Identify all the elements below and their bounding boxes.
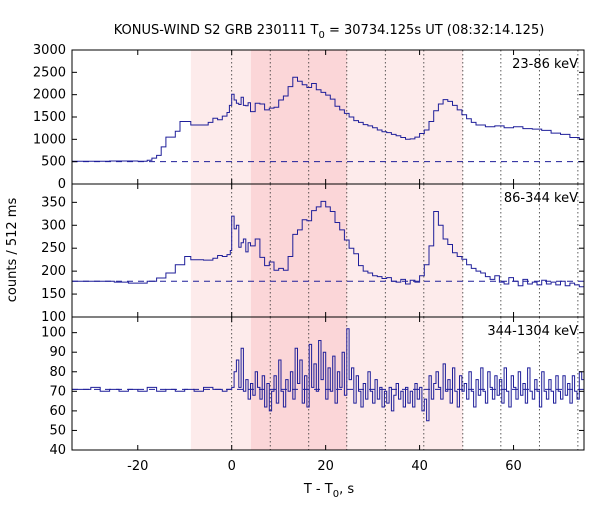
y-tick-label: 1000: [33, 132, 66, 147]
y-tick-label: 2500: [33, 65, 66, 80]
panel-344-1304-kev: 40 50 60 70 80 90 100 344-1304 keV: [41, 316, 585, 458]
y-tick-label: 0: [58, 177, 66, 192]
y-tick-label: 60: [49, 404, 66, 419]
energy-band-label: 23-86 keV: [512, 57, 578, 72]
panel-frame: [71, 316, 585, 451]
energy-band-label: 344-1304 keV: [487, 324, 578, 339]
x-tick-label: 40: [411, 459, 428, 474]
light-curve-series: [72, 328, 585, 422]
y-tick-label: 70: [49, 384, 66, 399]
x-axis-label: T - T0, s: [303, 482, 354, 500]
y-tick-label: 50: [49, 423, 66, 438]
y-axis-label: counts / 512 ms: [5, 198, 20, 303]
y-tick-label: 250: [41, 241, 66, 256]
y-tick-label: 500: [41, 155, 66, 170]
shaded-interval-dark: [250, 50, 347, 184]
x-tick-label: 60: [505, 459, 522, 474]
x-tick-label: 0: [228, 459, 236, 474]
y-tick-label: 200: [41, 264, 66, 279]
y-tick-label: 40: [49, 443, 66, 458]
light-curve-series: [72, 200, 585, 288]
y-tick-label: 150: [41, 287, 66, 302]
y-tick-label: 100: [41, 326, 66, 341]
y-tick-label: 100: [41, 310, 66, 325]
y-tick-label: 3000: [33, 43, 66, 58]
x-tick-label: 20: [317, 459, 334, 474]
energy-band-label: 86-344 keV: [504, 191, 578, 206]
chart-title: KONUS-WIND S2 GRB 230111 T0 = 30734.125s…: [114, 23, 545, 41]
y-tick-label: 1500: [33, 110, 66, 125]
y-tick-label: 80: [49, 365, 66, 380]
x-tick-labels: -20 0 20 40 60: [127, 459, 522, 474]
y-tick-label: 300: [41, 218, 66, 233]
light-curve-series: [72, 76, 585, 162]
shaded-interval-dark: [250, 184, 347, 317]
y-tick-label: 350: [41, 195, 66, 210]
y-tick-label: 90: [49, 345, 66, 360]
panel-86-344-kev: 100 150 200 250 300 350 86-344 keV: [41, 183, 585, 325]
x-tick-label: -20: [127, 459, 148, 474]
panel-23-86-kev: 0 500 1000 1500 2000 2500 3000 23-86 keV: [33, 43, 585, 192]
y-tick-label: 2000: [33, 88, 66, 103]
